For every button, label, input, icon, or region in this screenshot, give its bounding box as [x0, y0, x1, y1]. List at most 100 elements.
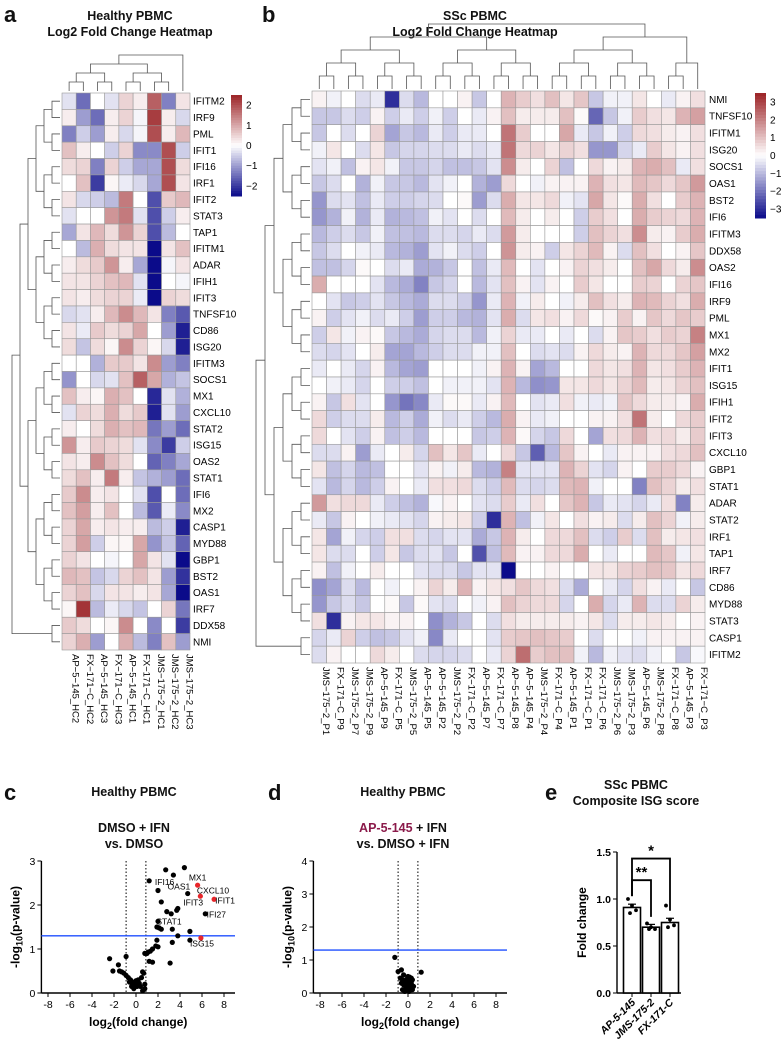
heatmap-cell: [175, 322, 191, 340]
colorbar-segment: [231, 132, 242, 136]
colorbar-segment: [231, 170, 242, 174]
row-label: MYD88: [709, 600, 743, 611]
heatmap-cell: [442, 309, 458, 327]
heatmap-cell: [617, 595, 633, 613]
gene-point: [409, 987, 415, 993]
heatmap-cell: [457, 343, 473, 361]
heatmap-cell: [118, 190, 134, 208]
heatmap-cell: [147, 125, 162, 143]
heatmap-cell: [311, 107, 327, 125]
heatmap-cell: [161, 256, 177, 274]
heatmap-cell: [500, 326, 517, 344]
heatmap-cell: [161, 322, 177, 340]
volcano-c-subtitle-line2: vs. DMSO: [104, 837, 164, 851]
heatmap-cell: [646, 544, 662, 563]
heatmap-cell: [90, 567, 105, 585]
heatmap-cell: [588, 225, 604, 243]
heatmap-cell: [428, 359, 444, 378]
heatmap-cell: [661, 174, 677, 193]
x-tick-label: 2: [427, 999, 433, 1011]
heatmap-cell: [661, 258, 677, 277]
heatmap-cell: [471, 544, 487, 563]
heatmap-cell: [175, 174, 191, 192]
heatmap-cell: [544, 443, 560, 462]
colorbar-segment: [231, 137, 242, 141]
gene-point: [141, 970, 147, 976]
heatmap-cell: [617, 208, 633, 226]
heatmap-cell: [161, 272, 177, 290]
colorbar-segment: [755, 196, 766, 200]
heatmap-cell: [384, 343, 400, 361]
heatmap-cell: [530, 359, 546, 378]
heatmap-cell: [646, 107, 662, 125]
heatmap-cell: [355, 107, 371, 125]
heatmap-cell: [471, 141, 487, 159]
row-dendrogram-branch: [43, 305, 52, 340]
heatmap-cell: [147, 207, 162, 225]
row-label: CASP1: [193, 523, 226, 534]
heatmap-cell: [104, 453, 120, 471]
x-axis-title-part: (fold change): [112, 1015, 187, 1029]
heatmap-cell: [104, 518, 120, 536]
heatmap-cell: [355, 460, 371, 479]
column-label: JMS−175−2_P1: [320, 667, 331, 735]
heatmap-cell: [442, 225, 458, 243]
heatmap-cell: [340, 343, 356, 361]
heatmap-cell: [104, 305, 120, 323]
heatmap-cell: [161, 420, 177, 438]
row-label: CXCL10: [193, 408, 231, 419]
heatmap-cell: [471, 343, 487, 361]
heatmap-cell: [90, 469, 105, 487]
heatmap-cell: [147, 453, 162, 471]
heatmap-cell: [340, 595, 356, 613]
row-label: MX1: [709, 330, 730, 341]
heatmap-cell: [399, 107, 415, 125]
heatmap-cell: [90, 502, 105, 520]
x-tick-label: 4: [449, 999, 455, 1011]
row-label: GBP1: [709, 465, 736, 476]
heatmap-cell: [690, 275, 706, 294]
heatmap-cell: [486, 410, 502, 428]
x-axis-title: log2(fold change): [361, 1015, 459, 1031]
heatmap-cell: [413, 460, 429, 479]
heatmap-cell: [132, 453, 148, 471]
heatmap-cell: [631, 258, 648, 277]
heatmap-cell: [147, 469, 162, 487]
heatmap-cell: [515, 107, 531, 125]
y-tick-label: 2: [302, 922, 308, 934]
colorbar-segment: [755, 158, 766, 163]
heatmap-cell: [544, 326, 560, 344]
heatmap-cell: [471, 645, 487, 664]
heatmap-cell: [646, 393, 662, 411]
row-dendrogram-branch: [291, 578, 301, 613]
heatmap-cell: [457, 511, 473, 529]
heatmap-cell: [104, 190, 120, 208]
heatmap-cell: [530, 494, 546, 512]
row-dendrogram-branch: [264, 225, 274, 496]
heatmap-cell: [442, 141, 458, 159]
heatmap-cell: [384, 477, 400, 496]
significance-label: *: [648, 843, 654, 860]
row-label: STAT2: [709, 516, 739, 527]
row-label: IFIT1: [193, 146, 217, 157]
heatmap-cell: [690, 544, 706, 563]
heatmap-cell: [413, 477, 429, 496]
heatmap-cell: [646, 528, 662, 546]
heatmap-cell: [544, 393, 560, 411]
heatmap-cell: [75, 535, 91, 553]
heatmap-cell: [132, 92, 148, 110]
row-label: IFIH1: [193, 277, 218, 288]
heatmap-cell: [675, 393, 691, 411]
heatmap-cell: [646, 410, 662, 428]
gene-point: [155, 887, 161, 894]
heatmap-cell: [457, 612, 473, 630]
heatmap-cell: [90, 174, 105, 192]
colorbar-segment: [231, 153, 242, 157]
heatmap-cell: [500, 242, 517, 260]
heatmap-cell: [384, 393, 400, 411]
heatmap-cell: [311, 292, 327, 311]
heatmap-cell: [118, 502, 134, 520]
heatmap-cell: [326, 376, 342, 395]
heatmap-cell: [311, 460, 327, 479]
heatmap-cell: [355, 90, 371, 109]
